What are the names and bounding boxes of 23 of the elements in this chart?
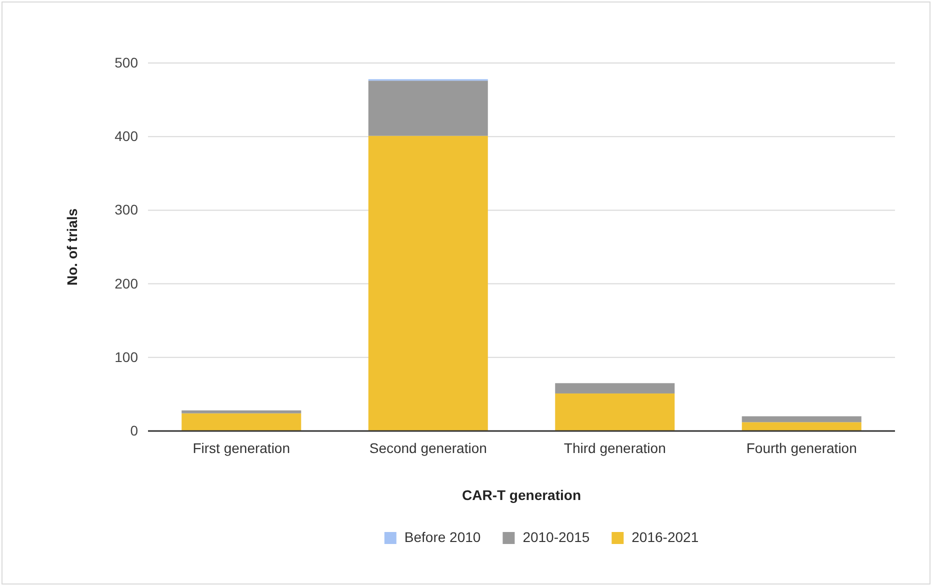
- bar: [182, 410, 302, 414]
- bar: [742, 416, 862, 422]
- y-tick-label: 400: [114, 128, 138, 144]
- legend-label: Before 2010: [404, 529, 481, 545]
- y-tick-label: 500: [114, 54, 138, 70]
- bar: [182, 413, 302, 431]
- x-tick-label: First generation: [192, 440, 290, 456]
- x-axis-title: CAR-T generation: [462, 487, 581, 503]
- bar: [368, 136, 488, 431]
- y-axis-title: No. of trials: [64, 208, 80, 286]
- x-tick-label: Fourth generation: [746, 440, 857, 456]
- x-tick-label: Third generation: [564, 440, 666, 456]
- bar: [555, 383, 675, 394]
- x-tick-label: Second generation: [369, 440, 487, 456]
- y-tick-label: 100: [114, 348, 138, 365]
- legend-label: 2016-2021: [632, 529, 699, 545]
- bar: [555, 393, 675, 431]
- bar: [368, 80, 488, 136]
- y-tick-label: 0: [130, 422, 138, 438]
- bar: [742, 422, 862, 431]
- y-tick-label: 300: [114, 202, 138, 218]
- y-tick-label: 200: [114, 275, 138, 292]
- legend-label: 2010-2015: [522, 529, 590, 545]
